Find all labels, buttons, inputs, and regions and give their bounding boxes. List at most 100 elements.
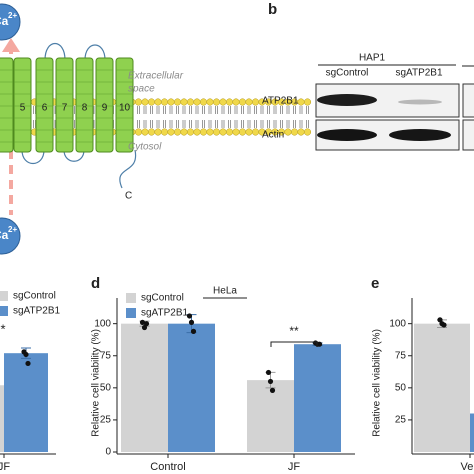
data-point	[190, 328, 197, 334]
lipid-head	[180, 98, 188, 106]
ion-symbol: Ca	[0, 14, 9, 28]
y-tick-label: 25	[395, 415, 407, 426]
y-axis-label: Relative cell viability (%)	[91, 329, 102, 437]
lipid-head	[212, 98, 221, 106]
legend-swatch	[0, 306, 8, 316]
helix-label: 6	[42, 103, 48, 114]
cytosol-label: Cytosol	[128, 142, 162, 153]
lipid-head	[134, 98, 143, 106]
data-point	[316, 341, 323, 347]
lipid-head	[160, 128, 169, 136]
blot-panel	[462, 119, 474, 151]
blot-band	[317, 129, 377, 141]
lipid-head	[251, 98, 260, 106]
lipid-head	[225, 98, 234, 106]
charts: JF sgControl sgATP2B1 * d Relative cell viabi…	[0, 275, 474, 473]
y-tick-label: 50	[395, 382, 407, 393]
lipid-head	[245, 98, 253, 106]
lipid-head	[284, 128, 292, 136]
significance: **	[289, 324, 299, 338]
bar	[294, 344, 341, 452]
significance: *	[0, 321, 5, 336]
helix-label: 8	[82, 103, 88, 114]
helix	[55, 57, 74, 153]
legend-label: sgControl	[141, 293, 184, 304]
cell-line: HAP1	[359, 53, 386, 64]
lipid-head	[173, 98, 182, 106]
x-tick-label: Veh	[461, 461, 474, 473]
extracellular-label: Extracellular	[128, 71, 184, 82]
lipid-head	[186, 98, 195, 106]
data-point	[23, 351, 29, 358]
lipid-head	[180, 128, 188, 136]
lipid-head	[212, 128, 221, 136]
data-point	[267, 378, 274, 385]
terminus-label: C	[125, 191, 132, 202]
blot-panel	[462, 83, 474, 118]
data-point	[186, 313, 193, 319]
lipid-head	[219, 128, 227, 136]
lipid-head	[186, 128, 195, 136]
helix-label: 10	[119, 103, 131, 114]
lipid-head	[147, 128, 156, 136]
lipid-head	[147, 98, 156, 106]
bar	[247, 380, 294, 452]
ion-charge: 2+	[8, 225, 17, 234]
lipid-head	[199, 98, 208, 106]
legend-swatch	[0, 291, 8, 301]
helix	[75, 57, 94, 153]
row-label: Actin	[262, 130, 284, 141]
lipid-head	[154, 98, 162, 106]
lipid-head	[303, 98, 312, 106]
lipid-head	[134, 128, 143, 136]
significance-bracket	[270, 341, 318, 347]
lane-label: sgATP2B1	[395, 68, 442, 79]
lipid-head	[206, 98, 214, 106]
y-tick-label: 25	[100, 415, 112, 426]
helix-label: 7	[62, 103, 68, 114]
legend-swatch	[126, 308, 136, 318]
x-tick-label: Control	[150, 461, 185, 473]
panel-label: e	[371, 275, 379, 292]
lipid-head	[154, 128, 162, 136]
lipid-head	[297, 98, 305, 106]
lipid-head	[225, 128, 234, 136]
x-tick-label: JF	[288, 461, 301, 473]
lipid-head	[303, 128, 312, 136]
ion-charge: 2+	[8, 11, 17, 20]
data-point	[269, 387, 276, 393]
helix-label: 5	[20, 103, 26, 114]
lipid-head	[238, 128, 247, 136]
bar	[0, 385, 4, 452]
helix	[95, 57, 114, 153]
lipid-head	[238, 98, 247, 106]
row-label: ATP2B1	[262, 96, 299, 107]
lipid-head	[251, 128, 260, 136]
y-tick-label: 75	[100, 350, 112, 361]
lipid-head	[297, 128, 305, 136]
y-tick-label: 0	[105, 447, 111, 458]
y-tick-label: 75	[395, 350, 407, 361]
lipid-head	[167, 128, 175, 136]
blot-band	[389, 129, 451, 141]
lipid-head	[160, 98, 169, 106]
helix-label: 9	[102, 103, 108, 114]
data-point	[437, 317, 443, 323]
y-tick-label: 100	[94, 318, 111, 329]
extracellular-label: space	[128, 84, 155, 95]
bar	[4, 353, 48, 452]
legend-label: sgATP2B1	[141, 308, 188, 319]
legend-label: sgATP2B1	[13, 306, 60, 317]
data-point	[441, 322, 447, 328]
ion-symbol: Ca	[0, 228, 9, 242]
subtitle: HeLa	[213, 286, 237, 297]
lipid-head	[173, 128, 182, 136]
lipid-head	[206, 128, 214, 136]
y-axis-label: Relative cell viability (%)	[372, 329, 383, 437]
lipid-head	[199, 128, 208, 136]
legend-swatch	[126, 293, 136, 303]
lipid-head	[232, 98, 240, 106]
lipid-head	[232, 128, 240, 136]
panel-label: d	[91, 275, 100, 292]
